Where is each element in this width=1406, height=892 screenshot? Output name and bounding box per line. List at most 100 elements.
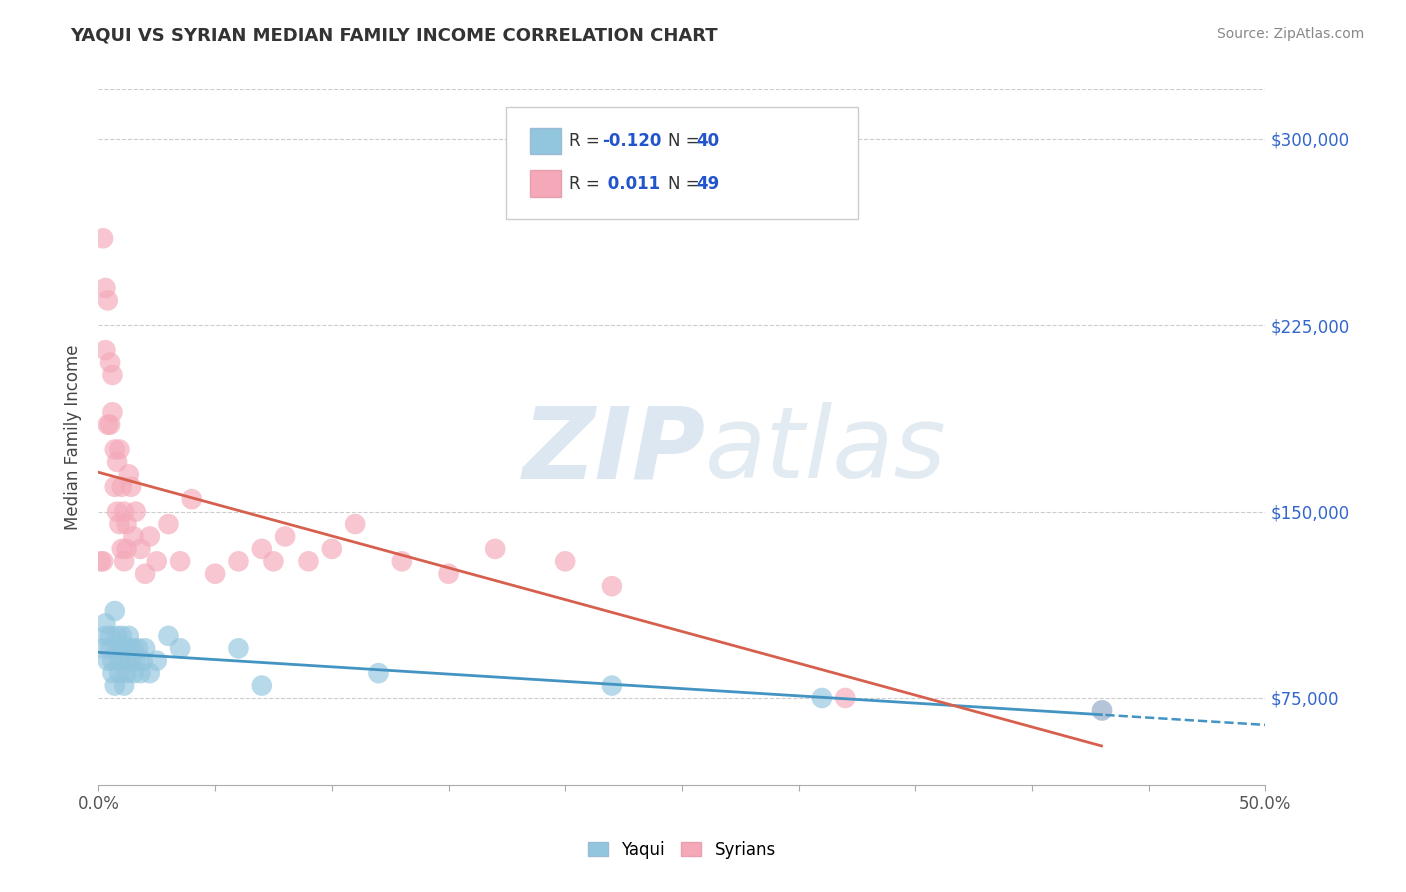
Text: 0.011: 0.011 xyxy=(602,175,659,193)
Point xyxy=(115,516,138,531)
Point xyxy=(129,541,152,556)
Point xyxy=(146,654,169,668)
Point xyxy=(250,679,273,693)
Point xyxy=(125,505,148,519)
Text: Source: ZipAtlas.com: Source: ZipAtlas.com xyxy=(1216,27,1364,41)
Point xyxy=(120,480,142,494)
Point xyxy=(101,666,124,681)
Text: ZIP: ZIP xyxy=(522,402,706,500)
Point xyxy=(112,554,135,568)
Point xyxy=(94,343,117,358)
Point xyxy=(228,641,250,656)
Point xyxy=(112,679,135,693)
Point xyxy=(129,666,152,681)
Point xyxy=(118,641,141,656)
Text: YAQUI VS SYRIAN MEDIAN FAMILY INCOME CORRELATION CHART: YAQUI VS SYRIAN MEDIAN FAMILY INCOME COR… xyxy=(70,27,718,45)
Text: -0.120: -0.120 xyxy=(602,132,661,150)
Point xyxy=(1091,703,1114,717)
Point xyxy=(554,554,576,568)
Point xyxy=(118,467,141,482)
Text: R =: R = xyxy=(569,132,606,150)
Point xyxy=(105,629,128,643)
Point xyxy=(91,554,114,568)
Point xyxy=(391,554,413,568)
Point xyxy=(90,554,112,568)
Point xyxy=(122,529,145,543)
Text: N =: N = xyxy=(668,175,704,193)
Point xyxy=(169,554,191,568)
Point xyxy=(122,641,145,656)
Point xyxy=(344,516,367,531)
Point xyxy=(108,516,131,531)
Point xyxy=(120,654,142,668)
Point xyxy=(228,554,250,568)
Point xyxy=(98,641,121,656)
Point xyxy=(146,554,169,568)
Point xyxy=(105,641,128,656)
Point xyxy=(134,566,156,581)
Point xyxy=(104,604,127,618)
Point xyxy=(101,654,124,668)
Point xyxy=(132,654,155,668)
Point xyxy=(115,666,138,681)
Point xyxy=(108,654,131,668)
Text: N =: N = xyxy=(668,132,704,150)
Point xyxy=(111,541,134,556)
Point xyxy=(91,641,114,656)
Point xyxy=(97,417,120,432)
Point xyxy=(367,666,389,681)
Point xyxy=(274,529,297,543)
Point xyxy=(97,293,120,308)
Point xyxy=(139,666,162,681)
Point xyxy=(94,281,117,295)
Point xyxy=(204,566,226,581)
Point xyxy=(321,541,343,556)
Point xyxy=(437,566,460,581)
Point xyxy=(111,641,134,656)
Point xyxy=(262,554,284,568)
Text: 40: 40 xyxy=(696,132,718,150)
Point xyxy=(157,629,180,643)
Point xyxy=(112,641,135,656)
Point xyxy=(105,505,128,519)
Point xyxy=(104,442,127,457)
Point xyxy=(600,679,623,693)
Point xyxy=(811,690,834,705)
Point xyxy=(94,616,117,631)
Point xyxy=(111,629,134,643)
Point xyxy=(115,541,138,556)
Point xyxy=(169,641,191,656)
Point xyxy=(157,516,180,531)
Point xyxy=(115,654,138,668)
Point xyxy=(111,480,134,494)
Point xyxy=(139,529,162,543)
Point xyxy=(91,231,114,245)
Point xyxy=(108,442,131,457)
Point xyxy=(297,554,319,568)
Point xyxy=(127,641,149,656)
Point xyxy=(180,492,202,507)
Text: 49: 49 xyxy=(696,175,720,193)
Point xyxy=(600,579,623,593)
Point xyxy=(104,679,127,693)
Point xyxy=(101,368,124,382)
Point xyxy=(98,355,121,369)
Point xyxy=(98,629,121,643)
Text: atlas: atlas xyxy=(706,402,946,500)
Point xyxy=(250,541,273,556)
Point xyxy=(484,541,506,556)
Point xyxy=(104,480,127,494)
Point xyxy=(108,666,131,681)
Point xyxy=(834,690,856,705)
Point xyxy=(122,666,145,681)
Legend: Yaqui, Syrians: Yaqui, Syrians xyxy=(579,832,785,867)
Point xyxy=(125,654,148,668)
Y-axis label: Median Family Income: Median Family Income xyxy=(65,344,83,530)
Point xyxy=(134,641,156,656)
Point xyxy=(94,629,117,643)
Point xyxy=(97,654,120,668)
Point xyxy=(112,505,135,519)
Point xyxy=(1091,703,1114,717)
Point xyxy=(105,455,128,469)
Text: R =: R = xyxy=(569,175,606,193)
